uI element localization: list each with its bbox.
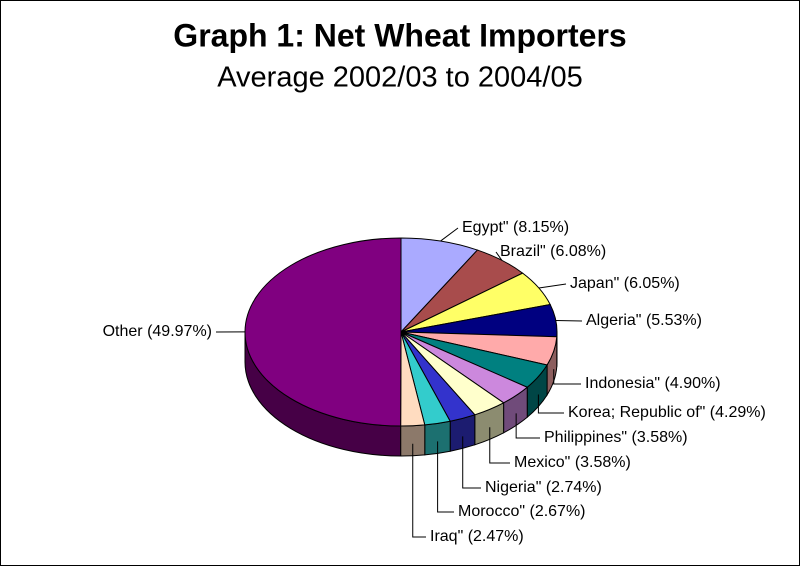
chart-title: Graph 1: Net Wheat Importers	[173, 17, 626, 53]
value-label: (49.97%)	[147, 323, 212, 340]
category-label: Iraq"	[430, 528, 463, 545]
category-label: Egypt"	[462, 219, 509, 236]
leader-line	[538, 283, 567, 289]
slice-label: Japan" (6.05%)	[570, 275, 680, 292]
value-label: (2.47%)	[468, 528, 524, 545]
category-label: Japan"	[570, 275, 619, 292]
leader-line	[437, 441, 454, 513]
value-label: (3.58%)	[575, 454, 631, 471]
category-label: Algeria"	[586, 312, 641, 329]
category-label: Korea; Republic of"	[568, 404, 705, 421]
slice-label: Indonesia" (4.90%)	[585, 375, 721, 392]
slice-label: Iraq" (2.47%)	[430, 528, 524, 545]
category-label: Other	[103, 323, 144, 340]
value-label: (2.74%)	[546, 479, 602, 496]
category-label: Morocco"	[458, 503, 525, 520]
value-label: (5.53%)	[646, 312, 702, 329]
value-label: (8.15%)	[513, 219, 569, 236]
category-label: Brazil"	[500, 243, 546, 260]
leader-line	[440, 227, 459, 242]
slice-label: Other (49.97%)	[103, 323, 212, 340]
value-label: (4.90%)	[665, 375, 721, 392]
leader-line	[537, 394, 564, 414]
leader-line	[489, 427, 510, 464]
chart-subtitle: Average 2002/03 to 2004/05	[217, 62, 583, 94]
leader-line	[412, 443, 426, 538]
slice-label: Nigeria" (2.74%)	[485, 479, 602, 496]
leader-line	[515, 413, 540, 439]
category-label: Philippines"	[544, 429, 627, 446]
value-label: (3.58%)	[632, 429, 688, 446]
category-label: Nigeria"	[485, 479, 541, 496]
slice-label: Brazil" (6.08%)	[500, 243, 606, 260]
leader-line	[553, 369, 581, 385]
value-label: (6.05%)	[624, 275, 680, 292]
slice-label: Philippines" (3.58%)	[544, 429, 688, 446]
slice-label: Egypt" (8.15%)	[462, 219, 569, 236]
category-label: Indonesia"	[585, 375, 660, 392]
leader-line	[495, 251, 503, 261]
value-label: (2.67%)	[529, 503, 585, 520]
slice-label: Mexico" (3.58%)	[514, 454, 631, 471]
slice-label: Algeria" (5.53%)	[586, 312, 702, 329]
value-label: (4.29%)	[710, 404, 766, 421]
leader-line	[462, 436, 481, 489]
leader-line	[555, 319, 583, 322]
value-label: (6.08%)	[550, 243, 606, 260]
category-label: Mexico"	[514, 454, 570, 471]
slice-label: Korea; Republic of" (4.29%)	[568, 404, 766, 421]
slice-label: Morocco" (2.67%)	[458, 503, 586, 520]
